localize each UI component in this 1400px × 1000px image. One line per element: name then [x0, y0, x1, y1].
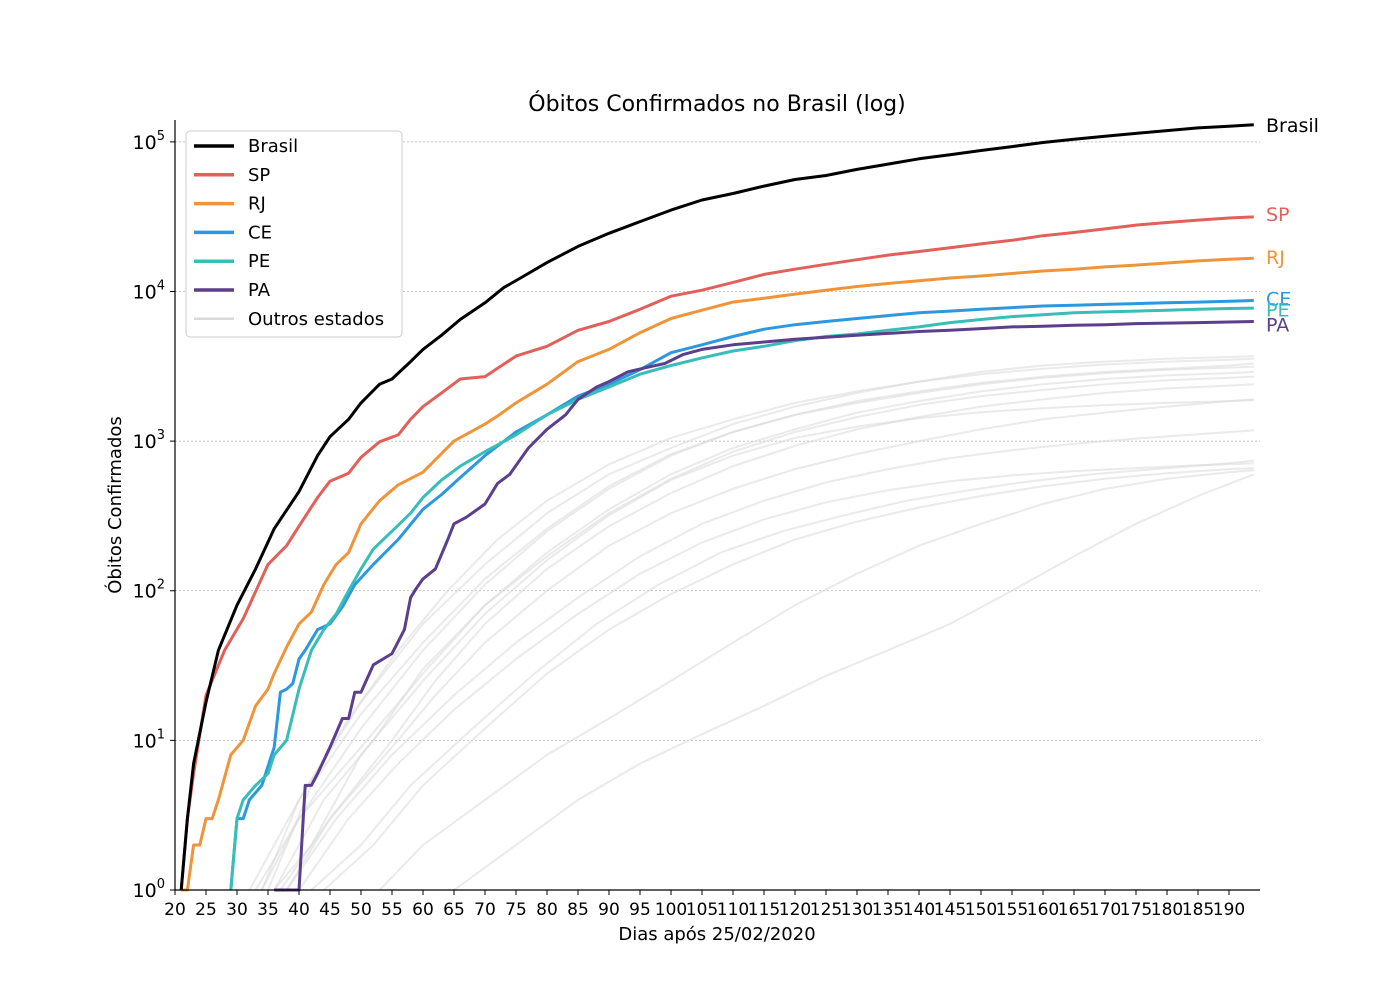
x-tick-label: 140 — [903, 900, 935, 920]
x-tick-label: 185 — [1182, 900, 1214, 920]
legend-label: Brasil — [248, 136, 298, 157]
end-label-rj: RJ — [1266, 247, 1285, 269]
x-tick-label: 50 — [350, 900, 372, 920]
x-tick-label: 150 — [965, 900, 997, 920]
end-label-ce: CE — [1266, 288, 1291, 310]
x-tick-label: 80 — [536, 900, 558, 920]
y-tick-label: 103 — [133, 428, 165, 453]
series-line-pe — [229, 306, 1254, 891]
x-tick-label: 85 — [567, 900, 589, 920]
other-state-line — [310, 459, 1254, 891]
series-line-pa — [274, 320, 1254, 892]
x-tick-label: 105 — [686, 900, 718, 920]
legend-label: Outros estados — [248, 309, 384, 330]
y-tick-label: 104 — [133, 278, 165, 303]
y-tick-label: 101 — [133, 727, 165, 752]
x-axis-label: Dias após 25/02/2020 — [618, 924, 815, 945]
end-label-sp: SP — [1266, 204, 1290, 226]
legend-label: CE — [248, 222, 272, 243]
legend-label: SP — [248, 165, 270, 186]
legend: Brasil SP RJ CE PE PA Outros estados — [185, 130, 403, 338]
x-tick-label: 125 — [810, 900, 842, 920]
series-line-ce — [229, 299, 1254, 891]
axes — [174, 120, 1260, 891]
x-tick-label: 170 — [1089, 900, 1121, 920]
y-tick-label: 100 — [133, 877, 165, 902]
legend-box — [185, 130, 403, 338]
other-state-line — [260, 357, 1254, 891]
other-state-line — [323, 467, 1254, 891]
y-tick-label: 102 — [133, 578, 165, 603]
other-state-line — [273, 399, 1254, 891]
x-tick-label: 145 — [934, 900, 966, 920]
x-tick-label: 115 — [748, 900, 780, 920]
series-line-sp — [179, 215, 1254, 891]
other-state-line — [279, 398, 1254, 891]
series-lines — [179, 123, 1254, 892]
x-tick-label: 30 — [226, 900, 248, 920]
x-tick-label: 25 — [195, 900, 217, 920]
tick-labels: 20 25 30 35 40 45 50 55 60 65 70 75 80 85 90 95 10010511… — [133, 129, 1246, 920]
x-tick-label: 135 — [872, 900, 904, 920]
x-tick-label: 160 — [1027, 900, 1059, 920]
x-tick-label: 60 — [412, 900, 434, 920]
x-tick-label: 130 — [841, 900, 873, 920]
x-tick-label: 20 — [164, 900, 186, 920]
legend-label: PE — [248, 251, 270, 272]
x-tick-label: 55 — [381, 900, 403, 920]
x-tick-label: 35 — [257, 900, 279, 920]
other-state-line — [267, 365, 1254, 891]
x-tick-label: 120 — [779, 900, 811, 920]
x-tick-label: 75 — [505, 900, 527, 920]
legend-label: RJ — [248, 194, 266, 215]
other-state-line — [248, 355, 1254, 891]
series-line-rj — [181, 256, 1254, 892]
x-tick-label: 65 — [443, 900, 465, 920]
other-state-line — [273, 375, 1254, 891]
x-tick-label: 45 — [319, 900, 341, 920]
x-tick-label: 110 — [717, 900, 749, 920]
other-states-lines — [248, 355, 1255, 891]
chart-title: Óbitos Confirmados no Brasil (log) — [528, 91, 905, 117]
x-tick-label: 70 — [474, 900, 496, 920]
legend-label: PA — [248, 280, 271, 301]
x-tick-label: 95 — [629, 900, 651, 920]
x-tick-label: 165 — [1058, 900, 1090, 920]
y-axis-label: Óbitos Confirmados — [104, 416, 126, 594]
end-label-brasil: Brasil — [1266, 115, 1319, 137]
other-state-line — [254, 370, 1254, 891]
end-label-pe: PE — [1266, 299, 1289, 321]
x-tick-label: 90 — [598, 900, 620, 920]
other-state-line — [285, 383, 1254, 891]
other-state-line — [298, 462, 1254, 891]
end-label-pa: PA — [1266, 315, 1289, 337]
x-tick-label: 155 — [996, 900, 1028, 920]
other-state-line — [285, 429, 1254, 891]
other-state-line — [378, 469, 1254, 891]
x-tick-label: 175 — [1120, 900, 1152, 920]
x-tick-label: 190 — [1213, 900, 1245, 920]
other-state-line — [453, 473, 1255, 891]
series-line-brasil — [179, 123, 1254, 891]
x-tick-label: 100 — [655, 900, 687, 920]
x-tick-label: 40 — [288, 900, 310, 920]
y-tick-label: 105 — [133, 129, 165, 154]
x-tick-label: 180 — [1151, 900, 1183, 920]
